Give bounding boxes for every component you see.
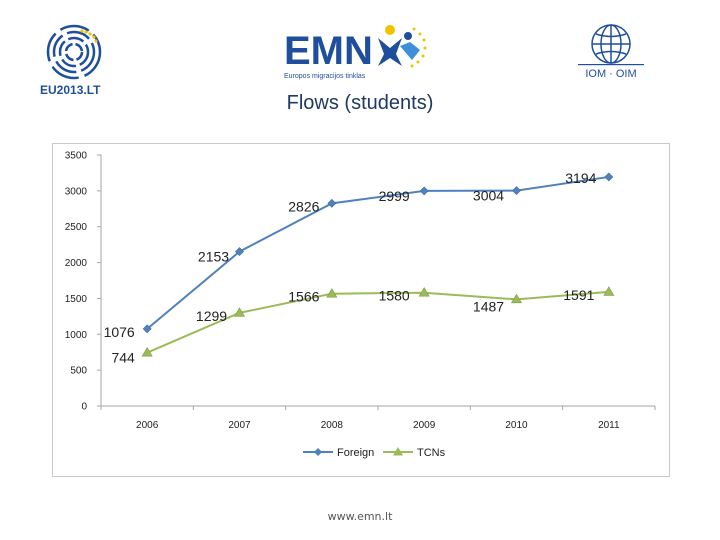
iom-logo-text: IOM · OIM (585, 68, 636, 80)
y-tick-label: 2000 (65, 258, 88, 269)
x-tick-label: 2009 (413, 420, 436, 431)
x-tick-label: 2008 (321, 420, 344, 431)
y-tick-label: 1000 (65, 330, 88, 341)
iom-logo: IOM · OIM (578, 24, 644, 80)
data-label-foreign: 2826 (288, 198, 319, 214)
y-tick-label: 3000 (65, 186, 88, 197)
data-point-foreign (512, 186, 521, 195)
data-point-foreign (604, 172, 614, 182)
data-point-tcns (603, 286, 615, 296)
iom-globe-icon (591, 24, 631, 64)
iom-divider (578, 64, 644, 66)
eu-stars-icon (80, 29, 98, 43)
data-point-foreign (419, 186, 429, 196)
eu2013-swirl-icon (46, 24, 102, 80)
series-line-tcns (146, 290, 609, 354)
data-point-tcns (326, 288, 338, 298)
data-label-foreign: 3194 (565, 170, 596, 186)
legend-label-tcns: TCNs (417, 447, 446, 459)
data-point-foreign (327, 198, 337, 208)
data-label-foreign: 2999 (379, 188, 410, 204)
x-tick-label: 2011 (598, 420, 620, 431)
data-label-tcns: 1299 (196, 308, 227, 324)
slide-title: Flows (students) (286, 92, 434, 114)
x-tick-label: 2006 (136, 420, 159, 431)
y-tick-label: 0 (81, 402, 87, 413)
data-label-tcns: 1487 (473, 298, 504, 314)
data-label-tcns: 1566 (288, 289, 319, 305)
chart-area: 0 500 1000 1500 2000 2500 3000 3500 2006 2007 2008… (52, 143, 670, 477)
data-label-tcns: 1580 (379, 288, 410, 304)
legend-marker-tcns (393, 447, 403, 456)
data-label-foreign: 3004 (473, 188, 504, 204)
legend-label-foreign: Foreign (337, 447, 374, 459)
x-tick-label: 2007 (228, 420, 251, 431)
data-label-tcns: 744 (111, 350, 135, 366)
emn-logo: EMN Europos migracijos tinklas (284, 25, 427, 80)
emn-people-icon (378, 25, 427, 68)
emn-logo-subtitle: Europos migracijos tinklas (284, 73, 366, 80)
data-point-foreign (142, 324, 152, 334)
data-point-foreign (235, 247, 244, 257)
y-tick-label: 2500 (65, 222, 88, 233)
data-label-foreign: 1076 (104, 324, 135, 340)
data-point-tcns (141, 347, 153, 357)
line-chart: 0 500 1000 1500 2000 2500 3000 3500 2006 2007 2008… (65, 151, 656, 459)
series-line-foreign (146, 175, 609, 330)
y-tick-label: 1500 (65, 294, 88, 305)
data-point-tcns (418, 287, 430, 297)
data-point-tcns (510, 293, 523, 304)
eu2013-logo-text: EU2013.LT (40, 83, 101, 97)
legend-marker-foreign (314, 448, 322, 456)
y-tick-label: 3500 (65, 151, 88, 162)
data-point-tcns (233, 307, 246, 317)
footer-url[interactable]: www.emn.lt (327, 510, 393, 523)
x-tick-label: 2010 (505, 420, 528, 431)
eu2013-presidency-logo: EU2013.LT (40, 24, 102, 97)
data-label-foreign: 2153 (198, 249, 229, 265)
y-tick-label: 500 (70, 366, 87, 377)
data-label-tcns: 1591 (563, 287, 594, 303)
emn-logo-text: EMN (284, 29, 373, 73)
